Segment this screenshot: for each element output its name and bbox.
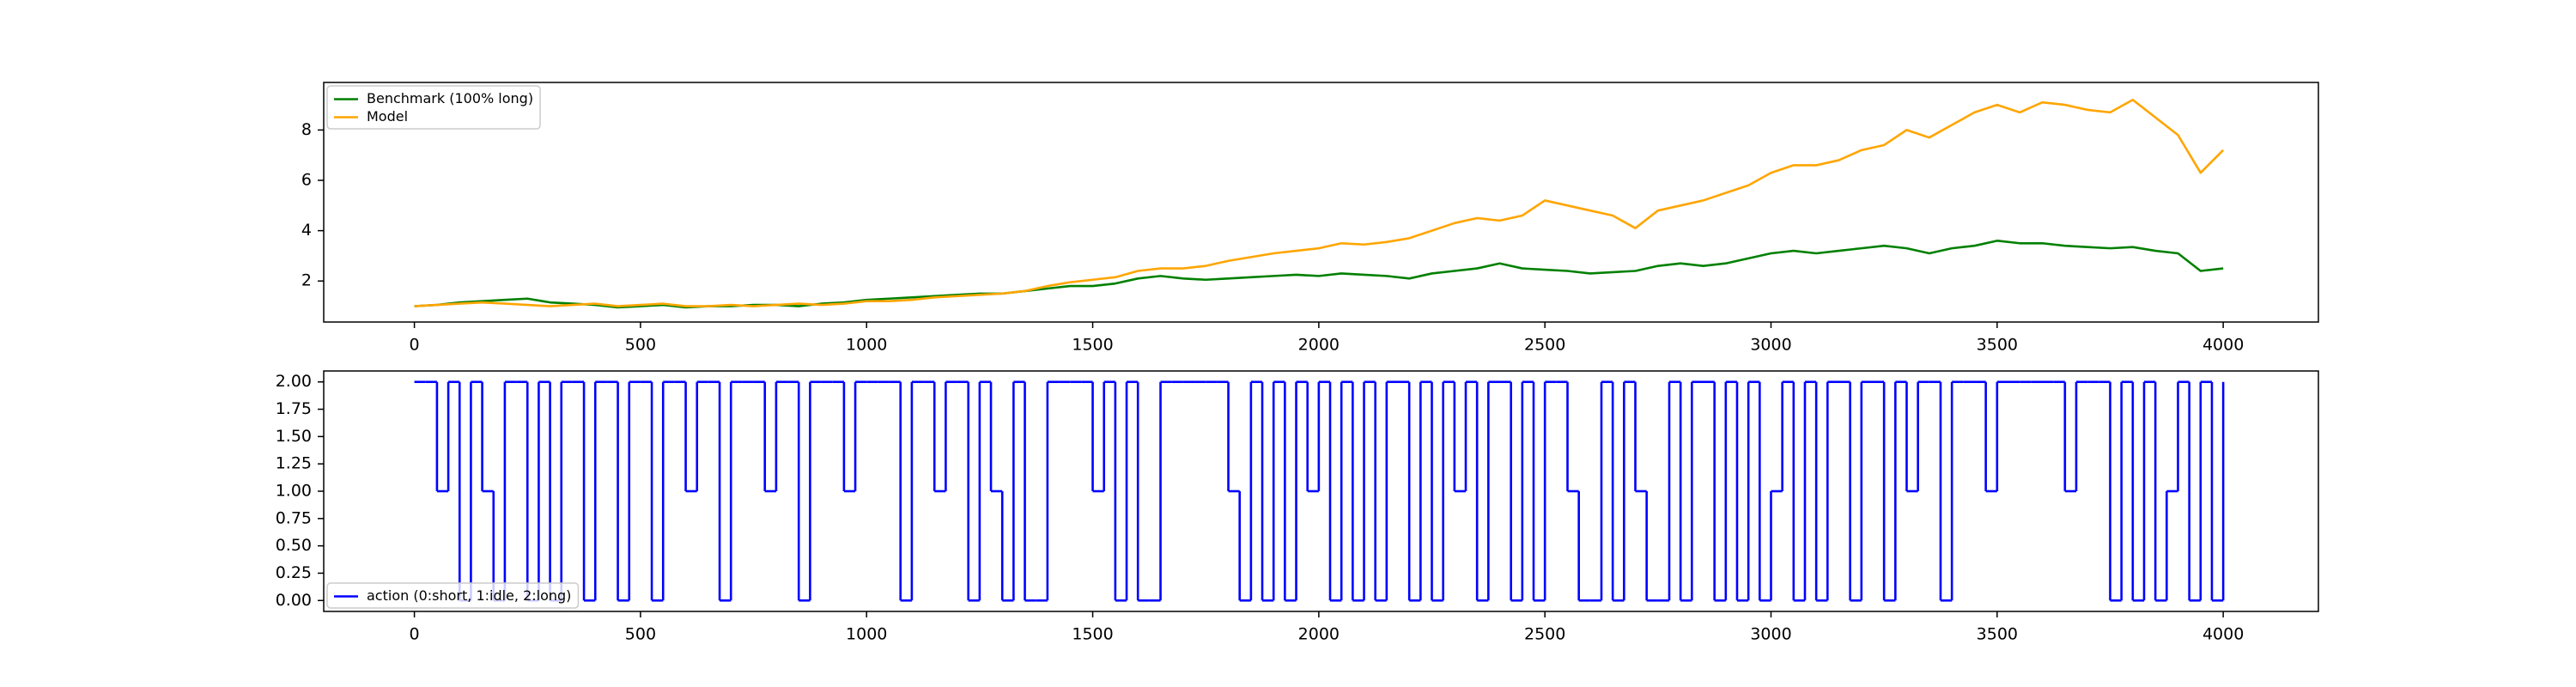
x-tick-label: 4000 xyxy=(2202,336,2244,355)
x-tick-label: 2500 xyxy=(1524,625,1565,644)
axes-frame xyxy=(323,82,2319,323)
x-tick-label: 2000 xyxy=(1298,625,1340,644)
x-tick-label: 3000 xyxy=(1750,625,1791,644)
legend-box xyxy=(326,582,580,609)
x-tick-label: 500 xyxy=(625,625,656,644)
x-tick-label: 3500 xyxy=(1977,336,2018,355)
x-tick-label: 0 xyxy=(410,336,420,355)
x-tick-label: 1500 xyxy=(1072,336,1113,355)
y-tick-label: 1.50 xyxy=(276,427,312,446)
x-tick-label: 1500 xyxy=(1072,625,1113,644)
y-tick-label: 0.50 xyxy=(276,536,312,555)
x-tick-label: 2000 xyxy=(1298,336,1340,355)
x-tick-label: 2500 xyxy=(1524,336,1565,355)
series-line xyxy=(414,240,2224,309)
y-tick-label: 1.00 xyxy=(276,482,312,501)
y-tick-label: 6 xyxy=(301,171,312,190)
legend-box xyxy=(326,85,541,130)
y-tick-label: 0.25 xyxy=(276,563,312,582)
legend-label: Model xyxy=(367,108,408,125)
x-tick-label: 1000 xyxy=(846,336,887,355)
y-tick-label: 0.00 xyxy=(276,591,312,610)
axes-frame xyxy=(323,370,2319,612)
y-tick-label: 0.75 xyxy=(276,508,312,527)
x-tick-label: 3500 xyxy=(1977,625,2018,644)
legend-label: Benchmark (100% long) xyxy=(367,90,533,106)
y-tick-label: 1.75 xyxy=(276,399,312,418)
x-tick-label: 0 xyxy=(410,625,420,644)
y-tick-label: 2.00 xyxy=(276,372,312,391)
x-tick-label: 500 xyxy=(625,336,656,355)
legend-label: action (0:short, 1:idle, 2:long) xyxy=(367,587,571,604)
x-tick-label: 4000 xyxy=(2202,625,2244,644)
y-tick-label: 8 xyxy=(301,120,312,139)
y-tick-label: 4 xyxy=(301,221,312,240)
y-tick-label: 2 xyxy=(301,271,312,290)
x-tick-label: 3000 xyxy=(1750,336,1791,355)
y-tick-label: 1.25 xyxy=(276,454,312,473)
series-line xyxy=(414,98,2225,307)
x-tick-label: 1000 xyxy=(846,625,887,644)
